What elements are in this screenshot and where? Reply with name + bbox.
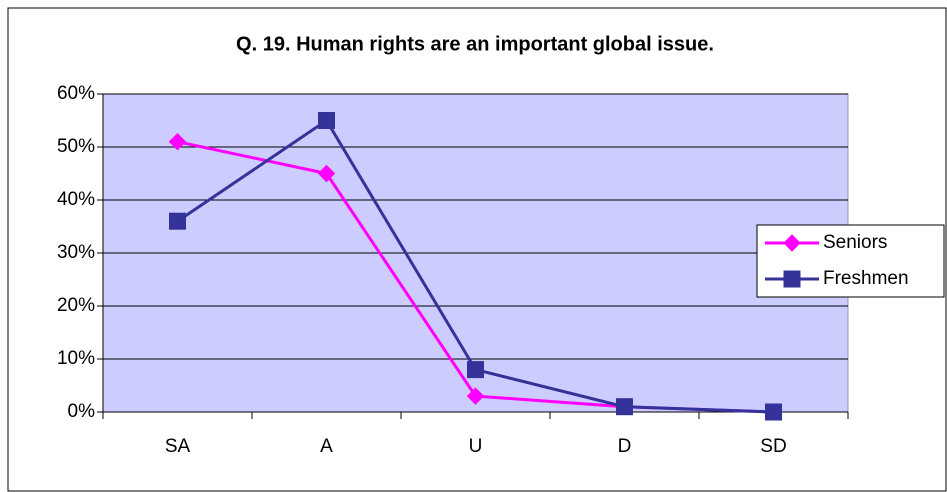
data-point (169, 212, 186, 230)
data-point (467, 361, 484, 379)
y-tick-label: 40% (57, 189, 95, 210)
data-point (168, 132, 187, 151)
legend-label: Freshmen (823, 268, 909, 289)
y-tick-label: 0% (68, 401, 96, 422)
y-tick-label: 50% (57, 136, 95, 157)
data-point (317, 164, 336, 183)
x-tick-label: SA (165, 436, 191, 457)
chart-title: Q. 19. Human rights are an important glo… (236, 33, 714, 55)
data-point (318, 112, 335, 129)
y-tick-label: 10% (57, 348, 95, 369)
x-tick-label: SD (760, 436, 786, 457)
legend-marker (783, 270, 801, 288)
x-tick-label: D (618, 436, 632, 457)
y-tick-label: 30% (57, 242, 95, 263)
data-point (616, 398, 633, 416)
x-tick-label: A (320, 436, 333, 457)
data-point (466, 387, 485, 405)
y-tick-label: 60% (57, 83, 95, 104)
data-point (765, 403, 782, 421)
legend-marker (783, 234, 801, 252)
legend-label: Seniors (823, 232, 887, 253)
x-tick-label: U (469, 436, 483, 457)
y-tick-label: 20% (57, 295, 95, 316)
